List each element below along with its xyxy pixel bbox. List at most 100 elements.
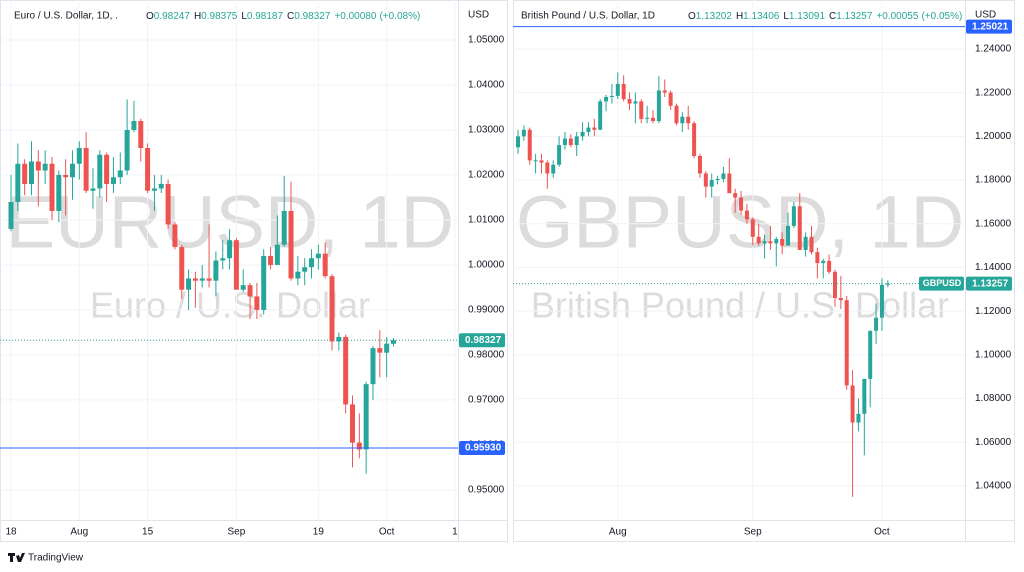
candle-body [117, 170, 123, 178]
candle-body [315, 253, 321, 259]
candle-body [774, 239, 779, 244]
legend-background [8, 8, 410, 24]
candle-body [63, 174, 69, 178]
price-line-label: 0.95930 [465, 443, 502, 454]
candle-body [574, 136, 579, 146]
y-tick-label: 0.95000 [468, 485, 505, 496]
ohlc-key: O [688, 11, 696, 22]
ohlc-key: H [194, 11, 201, 22]
candle-body [668, 92, 673, 106]
y-tick-label: 1.02000 [468, 170, 505, 181]
candle-body [145, 147, 151, 191]
candle-body [131, 121, 137, 130]
candle-body [49, 163, 55, 211]
candle-body [750, 219, 755, 237]
candle-body [343, 336, 349, 405]
x-tick-label: 15 [142, 527, 154, 538]
candle-body [756, 236, 761, 244]
candle-body [274, 244, 280, 265]
candle-body [862, 378, 867, 414]
currency-label: USD [975, 10, 996, 21]
last-price-label: 1.13257 [972, 278, 1009, 289]
candle-body [138, 121, 144, 148]
candle-body [803, 236, 808, 250]
candle-body [662, 90, 667, 93]
candle-body [580, 131, 585, 137]
candle-body [356, 442, 362, 450]
x-tick-label: 18 [5, 527, 17, 538]
candle-body [838, 298, 843, 301]
candle-body [815, 252, 820, 264]
x-tick-label: 1 [452, 527, 458, 538]
ohlc-key: O [146, 11, 154, 22]
candle-body [247, 285, 253, 297]
candle-body [268, 255, 274, 265]
candle-body [856, 413, 861, 423]
y-tick-label: 1.04000 [468, 80, 505, 91]
candle-body [656, 90, 661, 122]
candle-body [220, 258, 226, 261]
ohlc-value: 1.13406 [743, 11, 780, 22]
ohlc-key: L [241, 11, 247, 22]
candle-body [533, 160, 538, 162]
y-tick-label: 1.14000 [975, 262, 1012, 273]
candle-body [322, 253, 328, 277]
x-tick-label: 19 [313, 527, 325, 538]
candle-body [206, 278, 212, 281]
panel-border [0, 0, 508, 542]
legend-background [521, 8, 958, 24]
candle-body [22, 163, 28, 184]
y-tick-label: 1.03000 [468, 125, 505, 136]
candle-body [309, 258, 315, 268]
price-line-label-box [966, 19, 1012, 34]
candle-body [42, 163, 48, 171]
candle-body [850, 385, 855, 423]
x-tick-label: Oct [874, 527, 890, 538]
candle-body [727, 173, 732, 194]
candle-body [261, 255, 267, 310]
y-tick-label: 1.06000 [975, 437, 1012, 448]
candle-body [15, 163, 21, 202]
candle-body [604, 97, 609, 102]
ohlc-value: 0.98247 [154, 11, 191, 22]
candle-body [28, 161, 34, 184]
candle-body [165, 183, 171, 225]
candle-body [35, 161, 41, 171]
candle-body [240, 285, 246, 290]
x-tick-label: Sep [227, 527, 245, 538]
candle-body [809, 236, 814, 253]
candle-body [692, 123, 697, 156]
candle-body [621, 83, 626, 100]
y-tick-label: 1.18000 [975, 175, 1012, 186]
y-tick-label: 1.20000 [975, 131, 1012, 142]
candle-body [302, 267, 308, 272]
candle-body [733, 193, 738, 198]
candle-body [521, 129, 526, 137]
footer-logo: TradingView [8, 553, 84, 564]
candle-body [709, 180, 714, 187]
candle-body [639, 101, 644, 119]
change-percent: (+0.05%) [921, 11, 962, 22]
candle-body [186, 278, 192, 290]
ohlc-value: 0.98375 [201, 11, 238, 22]
candle-body [557, 145, 562, 165]
y-tick-label: 1.16000 [975, 218, 1012, 229]
currency-label: USD [468, 10, 489, 21]
candle-body [151, 188, 157, 191]
candle-body [172, 224, 178, 247]
last-price-box [966, 276, 1012, 291]
candle-body [721, 173, 726, 179]
y-tick-label: 1.12000 [975, 306, 1012, 317]
x-tick-label: Oct [379, 527, 395, 538]
brand-name: TradingView [28, 553, 84, 564]
candle-body [69, 163, 75, 178]
candle-body [797, 206, 802, 250]
y-tick-label: 1.04000 [975, 481, 1012, 492]
candle-body [768, 241, 773, 244]
candle-body [791, 206, 796, 226]
candle-body [832, 271, 837, 299]
candle-body [739, 197, 744, 211]
candle-body [516, 136, 520, 148]
candle-body [90, 188, 96, 191]
